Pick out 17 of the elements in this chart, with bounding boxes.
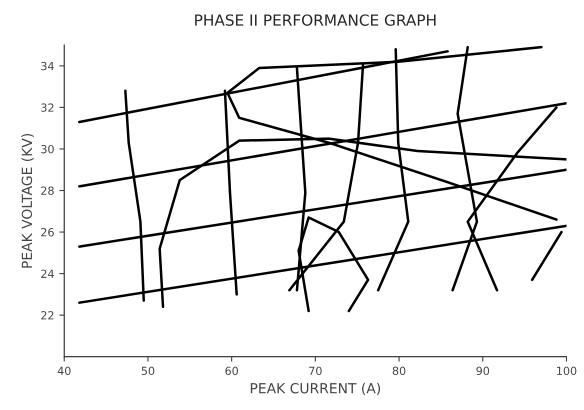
y-tick-label: 24 — [41, 270, 54, 278]
y-tick-label: 32 — [41, 103, 54, 112]
chart-title: PHASE II PERFORMANCE GRAPH — [195, 14, 436, 26]
y-tick-label: 34 — [41, 62, 54, 70]
x-tick-label: 90 — [476, 366, 490, 376]
x-tick-label: 70 — [309, 366, 322, 376]
y-tick-label: 28 — [41, 186, 54, 195]
x-tick-label: 80 — [392, 366, 406, 376]
y-tick-label: 30 — [41, 144, 54, 154]
y-tick-label: 22 — [41, 311, 54, 320]
x-tick-label: 40 — [58, 366, 71, 376]
y-axis-title: PEAK VOLTAGE (KV) — [21, 134, 34, 268]
x-tick-label: 60 — [225, 366, 238, 376]
x-tick-label: 100 — [557, 366, 576, 376]
x-tick-label: 50 — [142, 366, 154, 376]
y-tick-label: 26 — [41, 228, 54, 236]
x-axis-title: PEAK CURRENT (A) — [250, 382, 380, 396]
